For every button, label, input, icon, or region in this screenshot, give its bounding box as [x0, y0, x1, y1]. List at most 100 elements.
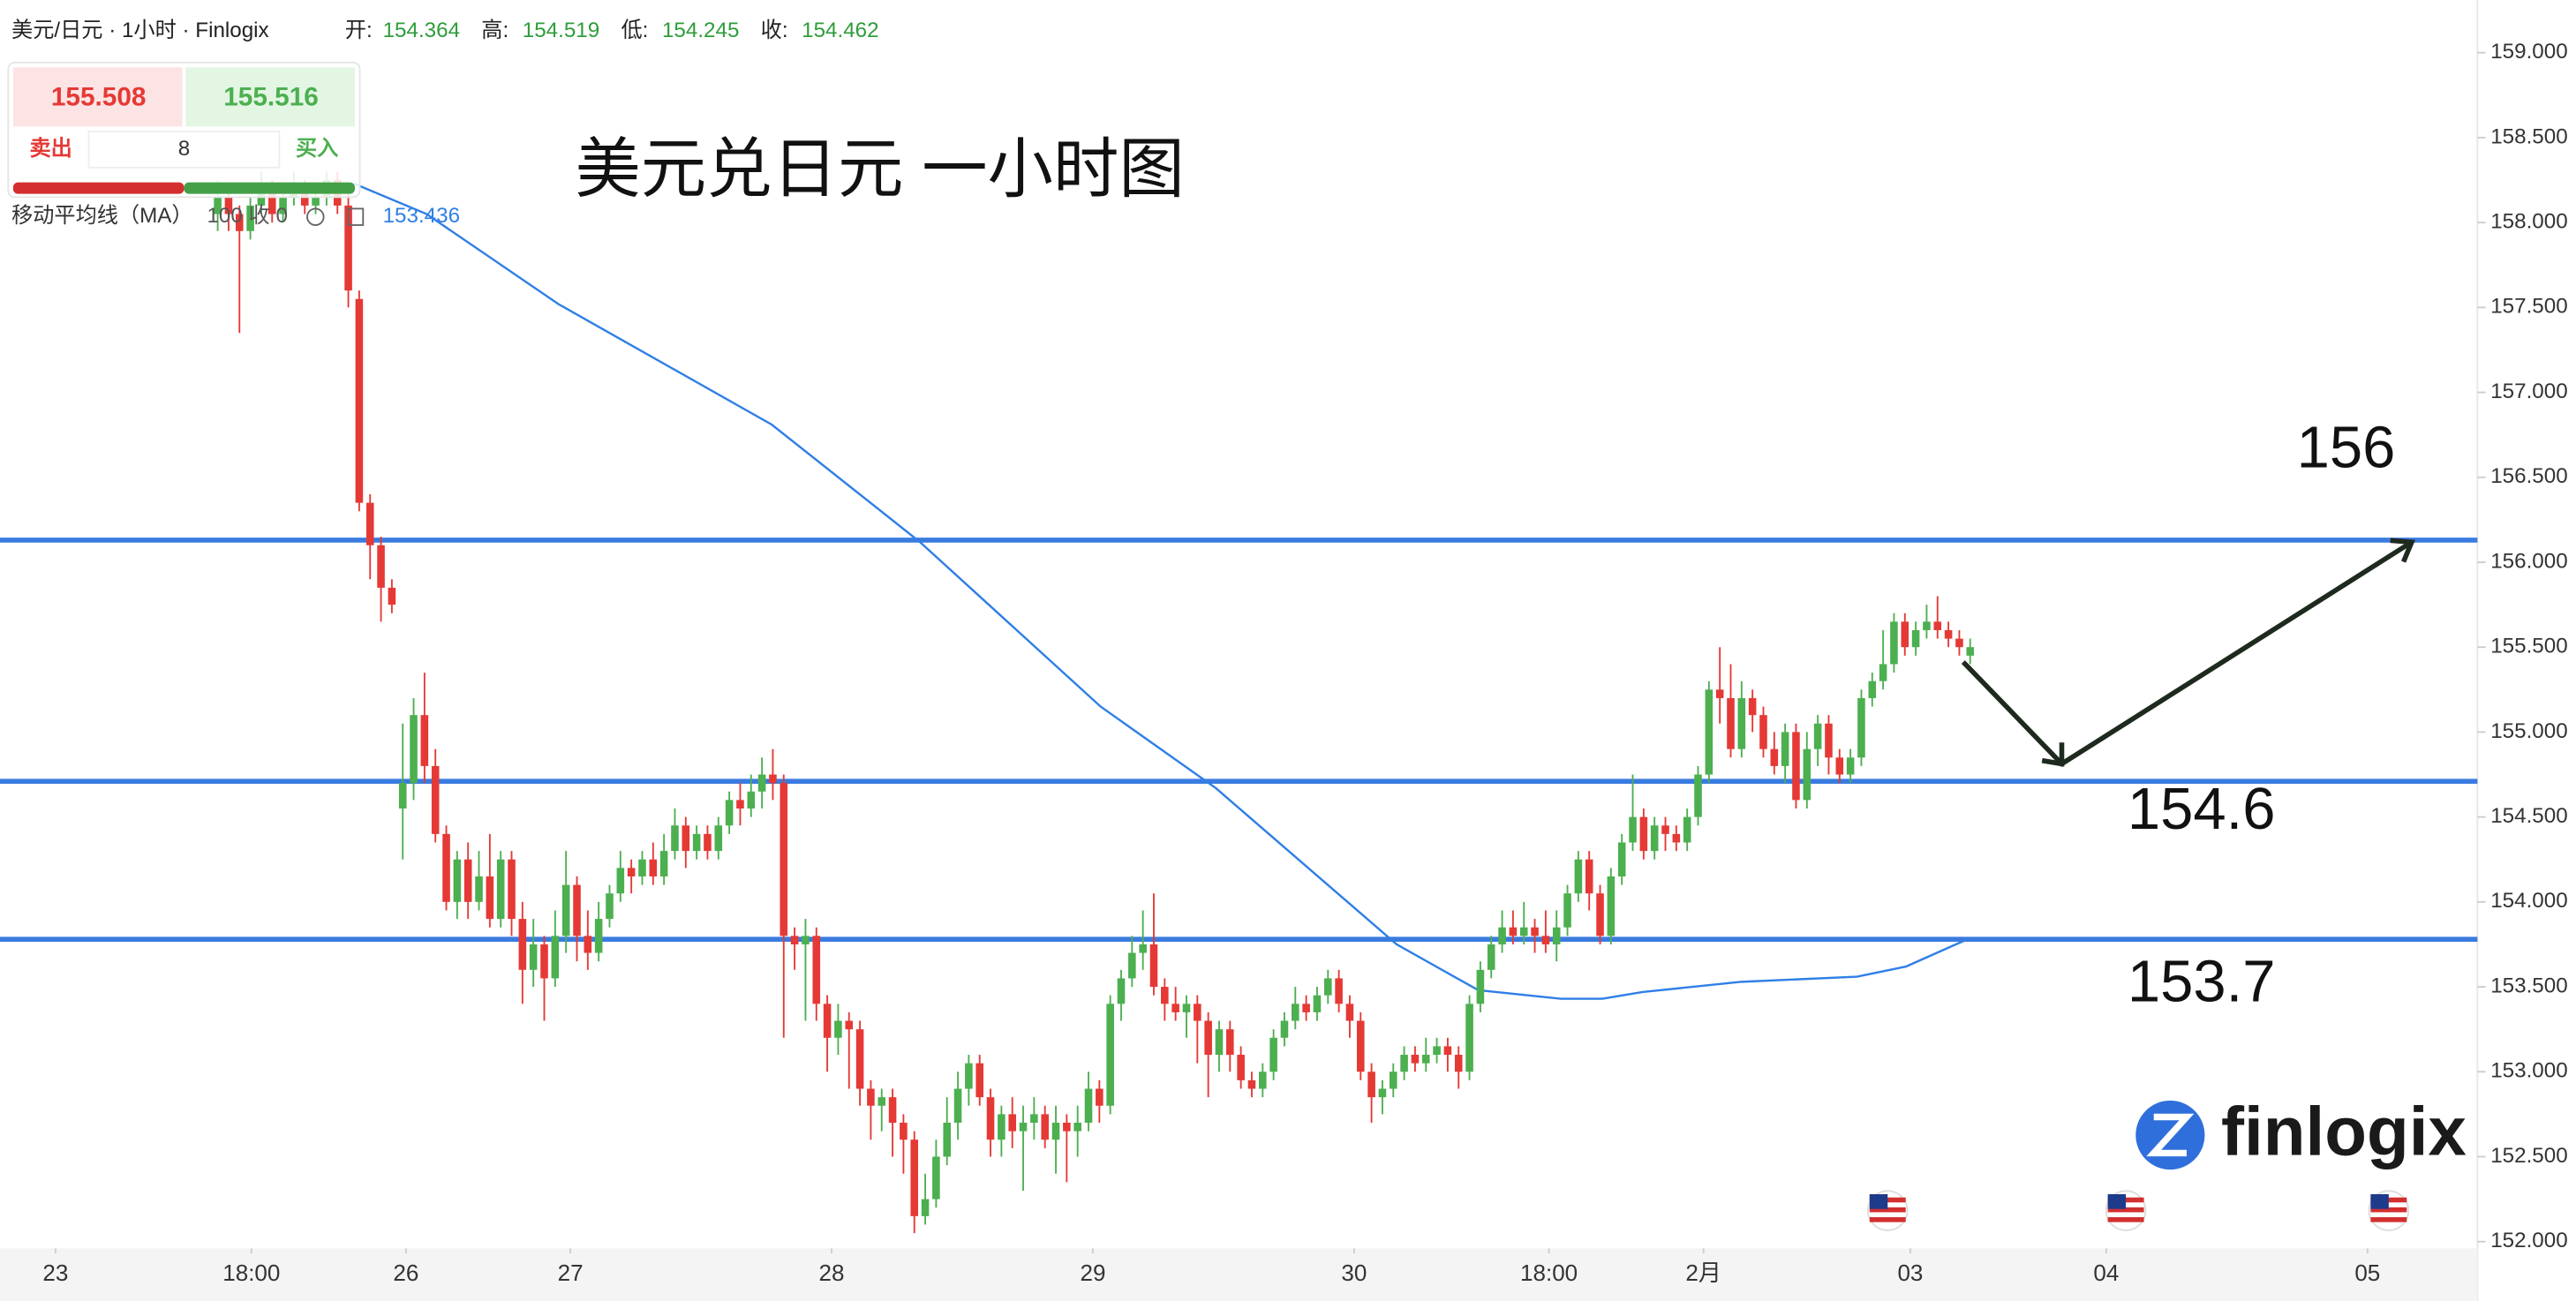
- candle-body: [1302, 1004, 1310, 1012]
- candle-body: [1901, 621, 1909, 648]
- candle-body: [1694, 774, 1702, 817]
- buy-button[interactable]: [185, 67, 355, 127]
- buy-label[interactable]: 买入: [296, 137, 338, 161]
- candle-body: [769, 774, 777, 784]
- candle-body: [823, 1004, 832, 1038]
- candle-body: [790, 936, 799, 944]
- candle-body: [855, 1029, 864, 1089]
- level-annotation: 153.7: [2128, 948, 2276, 1014]
- candle-body: [1923, 621, 1931, 630]
- y-tick-label: 155.000: [2490, 719, 2567, 743]
- candle-body: [1563, 893, 1571, 928]
- candle-body: [1030, 1114, 1038, 1123]
- candle-body: [398, 783, 407, 809]
- quantity-input[interactable]: [87, 131, 281, 169]
- candle-body: [671, 825, 679, 852]
- candle-body: [921, 1199, 930, 1216]
- candle-body: [1911, 629, 1920, 648]
- x-tick-label: 05: [2354, 1260, 2380, 1286]
- ohlc-label: 收:: [761, 19, 788, 42]
- candle-body: [1161, 987, 1169, 1004]
- sell-label[interactable]: 卖出: [29, 137, 72, 161]
- us-flag[interactable]: [1866, 1190, 1909, 1231]
- candle-body: [312, 197, 320, 206]
- indicator-value: 153.436: [383, 204, 460, 228]
- x-tick-label: 18:00: [1520, 1260, 1578, 1286]
- candle-body: [1531, 927, 1539, 936]
- candle-body: [659, 851, 668, 876]
- plot-area: [0, 171, 2478, 1234]
- candle-body: [1955, 638, 1963, 648]
- candle-body: [410, 715, 418, 784]
- symbol: 美元/日元 · 1小时 · Finlogix: [11, 19, 269, 42]
- buy-price: 155.516: [223, 83, 319, 112]
- candle-body: [1476, 969, 1485, 1004]
- candle-body: [355, 298, 364, 503]
- moving-average: [353, 182, 1964, 1000]
- candle-body: [1835, 757, 1844, 775]
- y-tick-label: 159.000: [2490, 40, 2567, 64]
- candle-body: [1041, 1114, 1049, 1140]
- candle-body: [606, 893, 614, 920]
- us-flag[interactable]: [2105, 1190, 2147, 1231]
- candle-body: [910, 1139, 919, 1216]
- candle-body: [420, 715, 429, 766]
- candle-body: [1356, 1020, 1365, 1072]
- candle-body: [704, 833, 712, 852]
- candle-body: [1313, 995, 1322, 1012]
- y-tick-label: 155.500: [2490, 635, 2567, 658]
- quantity: 8: [178, 137, 190, 161]
- candle-body: [1117, 978, 1126, 1004]
- candle-body: [496, 859, 505, 920]
- candle-body: [344, 205, 352, 291]
- candle-body: [594, 919, 603, 953]
- candle-body: [1269, 1037, 1277, 1072]
- candle-body: [1292, 1004, 1299, 1021]
- candle-body: [998, 1114, 1006, 1140]
- candle-body: [1487, 944, 1495, 970]
- candle-body: [953, 1088, 962, 1123]
- candle-body: [1803, 748, 1811, 801]
- candle-body: [1574, 859, 1583, 894]
- candle-body: [1280, 1020, 1289, 1038]
- sell-button[interactable]: [12, 67, 183, 127]
- candle-body: [1705, 689, 1714, 775]
- x-tick-label: 18:00: [222, 1260, 280, 1286]
- sentiment-buy: [184, 182, 355, 194]
- candle-body: [1443, 1046, 1452, 1056]
- candle-body: [834, 1020, 842, 1038]
- candle-body: [267, 188, 276, 214]
- y-tick-label: 153.500: [2490, 974, 2567, 997]
- candle-body: [1672, 833, 1681, 843]
- ohlc-value: 154.245: [662, 19, 739, 42]
- candle-body: [888, 1097, 897, 1123]
- candle-body: [1639, 816, 1648, 852]
- candle-body: [986, 1097, 995, 1140]
- candle-body: [1335, 978, 1343, 1004]
- candle-body: [1454, 1055, 1463, 1072]
- candle-body: [1096, 1088, 1103, 1106]
- candle-body: [1498, 927, 1506, 944]
- level-annotation: 154.6: [2128, 776, 2276, 842]
- sentiment-sell: [12, 182, 185, 194]
- candle-body: [442, 833, 450, 902]
- candle-body: [780, 783, 788, 936]
- candle-body: [1879, 664, 1887, 681]
- settings-icon[interactable]: [306, 207, 325, 226]
- ohlc-value: 154.519: [523, 19, 599, 42]
- candle-body: [932, 1156, 940, 1199]
- candle-body: [453, 859, 462, 902]
- candle-body: [627, 868, 636, 876]
- candle-body: [388, 587, 396, 605]
- candle-body: [812, 936, 821, 1004]
- candle-body: [1323, 978, 1332, 996]
- ohlc-label: 高:: [481, 19, 508, 42]
- candle-body: [1084, 1088, 1093, 1123]
- candle-body: [463, 859, 472, 902]
- us-flag[interactable]: [2368, 1190, 2410, 1231]
- candle-body: [561, 884, 570, 936]
- delete-icon[interactable]: [347, 207, 365, 226]
- candle-body: [1661, 825, 1669, 834]
- y-tick-label: 157.000: [2490, 380, 2567, 403]
